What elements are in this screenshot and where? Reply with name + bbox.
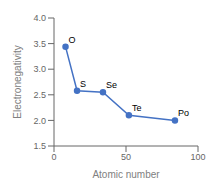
svg-text:3.0: 3.0: [33, 64, 46, 74]
svg-text:1.5: 1.5: [33, 141, 46, 151]
svg-text:3.5: 3.5: [33, 39, 46, 49]
svg-text:Atomic number: Atomic number: [92, 169, 160, 180]
svg-text:Se: Se: [106, 80, 117, 90]
svg-text:0: 0: [51, 152, 56, 162]
svg-text:50: 50: [121, 152, 131, 162]
svg-text:Te: Te: [132, 103, 142, 113]
svg-text:4.0: 4.0: [33, 13, 46, 23]
svg-text:2.0: 2.0: [33, 116, 46, 126]
svg-text:O: O: [69, 35, 76, 45]
svg-text:Po: Po: [178, 108, 189, 118]
svg-text:Electronegativity: Electronegativity: [12, 45, 23, 118]
svg-text:2.5: 2.5: [33, 90, 46, 100]
svg-text:100: 100: [190, 152, 205, 162]
svg-text:S: S: [80, 79, 86, 89]
